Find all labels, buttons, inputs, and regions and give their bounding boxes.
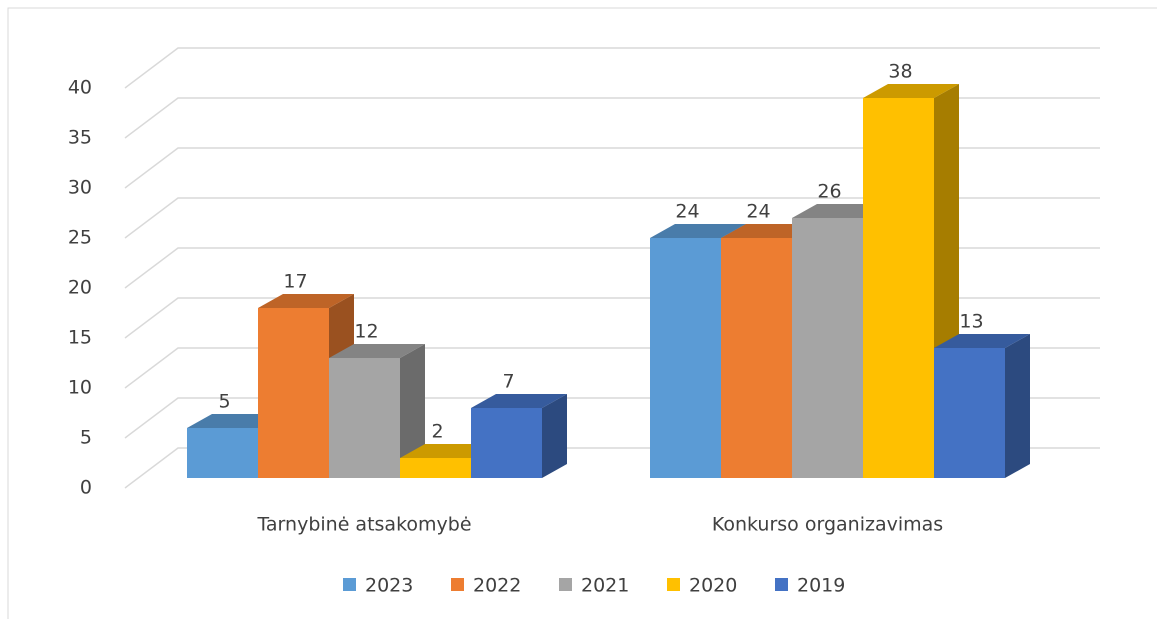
legend-label: 2021 xyxy=(581,575,629,597)
bar-front xyxy=(863,98,934,478)
bar-side xyxy=(542,394,567,478)
data-label: 17 xyxy=(283,271,307,293)
bar-front xyxy=(471,408,542,478)
y-tick-label: 35 xyxy=(68,127,92,149)
bar-front xyxy=(934,348,1005,478)
data-label: 12 xyxy=(354,321,378,343)
bar-front xyxy=(187,428,258,478)
bar xyxy=(471,394,567,478)
bar-top xyxy=(471,394,567,408)
bar-top xyxy=(934,334,1030,348)
data-label: 5 xyxy=(218,391,230,413)
legend-swatch xyxy=(451,578,464,591)
data-label: 38 xyxy=(888,61,912,83)
bar-side xyxy=(400,344,425,478)
legend-label: 2019 xyxy=(797,575,845,597)
bar-front xyxy=(721,238,792,478)
chart-frame xyxy=(7,7,1157,623)
y-tick-label: 15 xyxy=(68,327,92,349)
y-tick-label: 25 xyxy=(68,227,92,249)
data-label: 24 xyxy=(746,201,770,223)
bar-top xyxy=(650,224,746,238)
legend-label: 2020 xyxy=(689,575,737,597)
y-tick-label: 0 xyxy=(80,477,92,499)
grid-line xyxy=(124,197,1100,239)
y-tick-label: 40 xyxy=(68,77,92,99)
y-tick-label: 5 xyxy=(80,427,92,449)
data-label: 26 xyxy=(817,181,841,203)
bar-top xyxy=(863,84,959,98)
data-label: 7 xyxy=(502,371,514,393)
bar-top xyxy=(329,344,425,358)
y-tick-label: 10 xyxy=(68,377,92,399)
y-tick-label: 20 xyxy=(68,277,92,299)
x-tick-label: Konkurso organizavimas xyxy=(712,514,943,536)
legend-swatch xyxy=(667,578,680,591)
bar-front xyxy=(792,218,863,478)
legend-swatch xyxy=(559,578,572,591)
legend-swatch xyxy=(775,578,788,591)
grid-line xyxy=(124,97,1100,139)
bar xyxy=(329,344,425,478)
bar-top xyxy=(258,294,354,308)
grid-line xyxy=(124,147,1100,189)
data-label: 13 xyxy=(959,311,983,333)
grid-line xyxy=(124,47,1100,89)
legend-swatch xyxy=(343,578,356,591)
legend-label: 2023 xyxy=(365,575,413,597)
y-tick-label: 30 xyxy=(68,177,92,199)
bar-front xyxy=(650,238,721,478)
data-label: 24 xyxy=(675,201,699,223)
data-label: 2 xyxy=(431,421,443,443)
bar xyxy=(934,334,1030,478)
legend-label: 2022 xyxy=(473,575,521,597)
bar-front xyxy=(400,458,471,478)
bar-front xyxy=(258,308,329,478)
bar-side xyxy=(1005,334,1030,478)
bar-front xyxy=(329,358,400,478)
x-tick-label: Tarnybinė atsakomybė xyxy=(256,514,471,536)
